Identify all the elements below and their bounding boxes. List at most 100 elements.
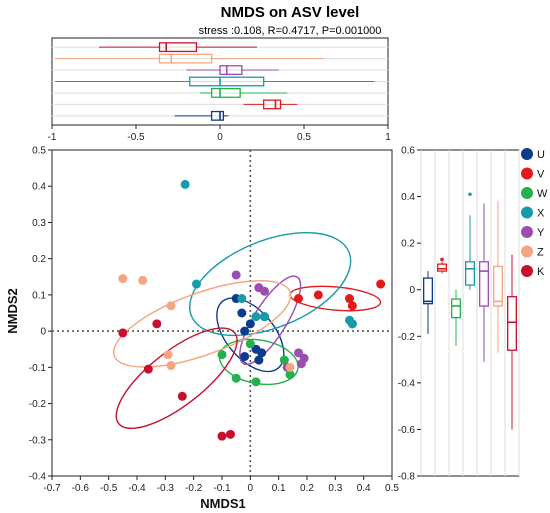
x-tick-label: -0.7 xyxy=(43,483,61,494)
confidence-ellipse-K xyxy=(115,327,238,430)
legend-marker-U xyxy=(521,148,533,160)
point-K xyxy=(143,364,153,374)
point-W xyxy=(285,370,295,380)
chart-title: NMDS on ASV level xyxy=(221,4,360,21)
point-Z xyxy=(166,301,176,311)
point-Z xyxy=(166,361,176,371)
point-V xyxy=(345,294,354,304)
point-X xyxy=(251,312,261,322)
top-box-V xyxy=(263,99,282,110)
point-Y xyxy=(294,348,303,358)
y-tick-label: -0.3 xyxy=(29,435,47,446)
point-V xyxy=(347,301,357,311)
point-U xyxy=(240,326,250,336)
right-box-V xyxy=(437,263,447,272)
legend-marker-Z xyxy=(521,245,533,258)
top-box-Y xyxy=(219,65,243,75)
x-tick-label: -0.6 xyxy=(72,483,90,494)
top-box-W xyxy=(210,88,241,98)
right-y-tick-label: 0.6 xyxy=(401,146,415,157)
nmds1-boxplot-panel: -1 -0.5 0 0.5 1 xyxy=(48,37,391,143)
legend-marker-K xyxy=(521,265,533,277)
legend-label-V: V xyxy=(537,169,545,181)
point-V xyxy=(294,294,303,304)
point-W xyxy=(245,339,255,349)
y-axis-label: NMDS2 xyxy=(5,288,20,334)
y-tick-label: -0.1 xyxy=(29,363,47,374)
point-Z xyxy=(163,350,173,360)
point-K xyxy=(177,391,187,401)
x-tick-label: -0.1 xyxy=(213,483,231,494)
y-tick-label: 0.5 xyxy=(32,146,46,157)
right-y-tick-label: 0 xyxy=(409,285,415,296)
y-tick-label: 0.4 xyxy=(32,182,46,193)
top-box-X xyxy=(189,76,265,87)
x-tick-label: -0.4 xyxy=(128,483,146,494)
x-tick-label: 0 xyxy=(248,483,254,494)
point-W xyxy=(251,377,261,387)
point-W xyxy=(217,350,227,360)
legend-label-Z: Z xyxy=(537,247,544,259)
point-Z xyxy=(138,275,148,285)
point-X xyxy=(192,279,201,289)
right-y-tick-label: -0.2 xyxy=(398,332,416,343)
top-x-tick-label: 0 xyxy=(217,132,223,143)
confidence-ellipse-U xyxy=(216,297,285,373)
nmds2-boxplot-panel: 0.6 0.4 0.2 0 -0.2 -0.4 -0.6 -0.8 xyxy=(398,146,520,483)
top-box-U xyxy=(210,110,225,121)
point-Y xyxy=(231,270,241,280)
right-y-tick-label: -0.6 xyxy=(398,425,416,436)
right-y-tick-label: 0.4 xyxy=(401,192,415,203)
point-U xyxy=(245,319,255,329)
point-U xyxy=(254,355,264,365)
x-tick-label: -0.3 xyxy=(157,483,175,494)
point-Y xyxy=(260,286,269,296)
nmds-scatter-panel: -0.7 -0.6 -0.5 -0.4 -0.3 -0.2 -0.1 0 0.1 0.2 0.3 0.… xyxy=(29,146,400,495)
legend-label-U: U xyxy=(537,149,545,161)
x-tick-label: -0.5 xyxy=(100,483,118,494)
top-x-tick-label: 1 xyxy=(385,132,391,143)
point-U xyxy=(237,308,247,318)
confidence-ellipse-Z xyxy=(112,280,292,368)
plot-area xyxy=(51,149,393,477)
right-box-U xyxy=(423,277,433,305)
point-Z xyxy=(285,362,295,372)
point-U xyxy=(240,351,250,361)
right-box-X xyxy=(465,261,475,286)
x-tick-label: 0.2 xyxy=(300,483,314,494)
right-box-W xyxy=(451,298,461,319)
x-tick-label: 0.1 xyxy=(272,483,286,494)
legend-marker-Y xyxy=(521,226,533,238)
point-W xyxy=(279,355,289,365)
top-x-tick-label: 0.5 xyxy=(297,132,311,143)
point-Z xyxy=(118,274,128,284)
y-tick-label: -0.2 xyxy=(29,399,47,410)
point-W xyxy=(231,373,241,383)
right-outlier-V xyxy=(440,257,444,262)
right-panel-frame xyxy=(420,149,520,477)
right-y-tick-label: -0.4 xyxy=(398,378,416,389)
x-axis-label: NMDS1 xyxy=(200,496,246,511)
legend-label-K: K xyxy=(537,266,545,278)
point-V xyxy=(376,279,386,289)
legend-label-Y: Y xyxy=(537,227,545,239)
right-box-Z xyxy=(493,265,503,307)
point-V xyxy=(313,290,323,300)
top-box-Z xyxy=(158,53,213,64)
right-y-tick-label: 0.2 xyxy=(401,239,415,250)
x-tick-label: 0.3 xyxy=(328,483,342,494)
legend-label-X: X xyxy=(537,208,545,220)
point-K xyxy=(217,431,227,441)
point-X xyxy=(237,294,247,304)
legend-marker-X xyxy=(521,206,533,219)
right-box-Y xyxy=(479,261,489,307)
y-tick-label: -0.4 xyxy=(29,472,47,483)
point-K xyxy=(118,328,128,338)
point-U xyxy=(257,348,267,358)
y-tick-label: 0.1 xyxy=(32,290,46,301)
top-x-tick-label: -0.5 xyxy=(127,132,145,143)
point-X xyxy=(260,312,269,322)
x-tick-label: 0.5 xyxy=(385,483,399,494)
